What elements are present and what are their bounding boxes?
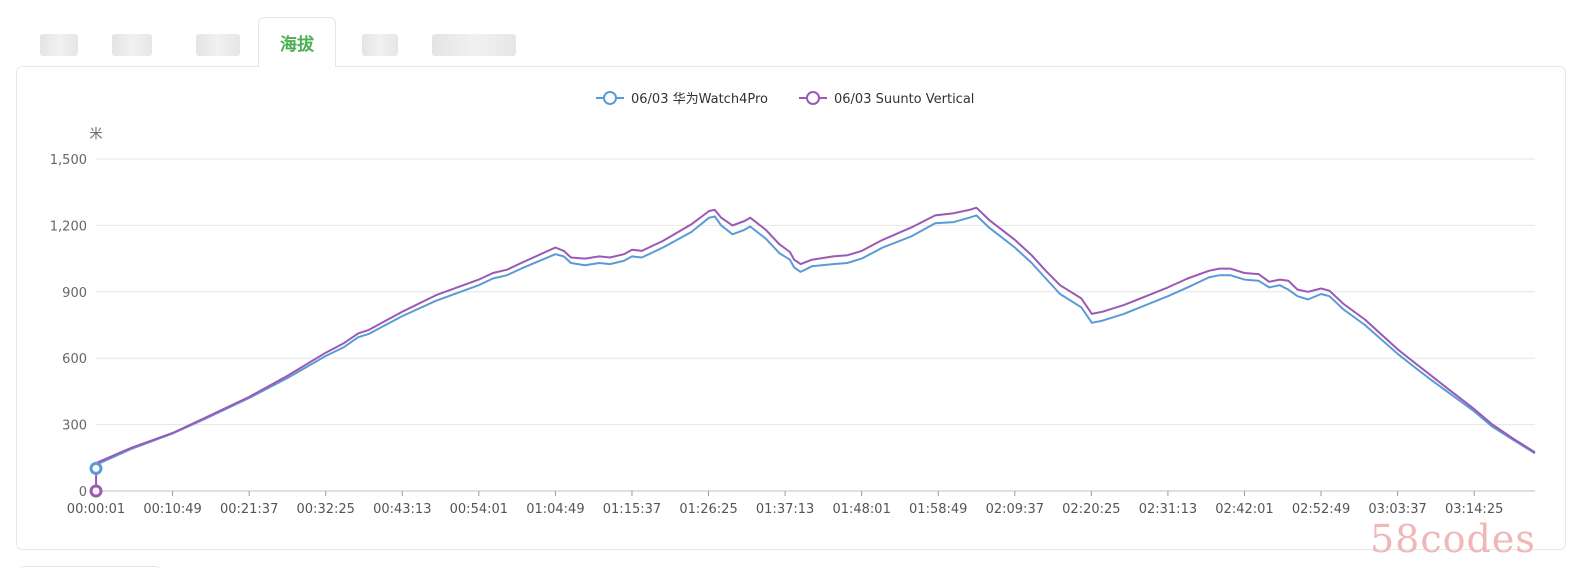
series-line-1[interactable]	[95, 214, 1536, 469]
tab-blurred-1[interactable]	[40, 34, 78, 56]
tab-blurred-3[interactable]	[196, 34, 240, 56]
legend-marker-icon	[603, 91, 617, 105]
series-line-2[interactable]	[95, 206, 1536, 492]
x-tick-label: 01:37:13	[756, 502, 814, 517]
tab-blurred-4[interactable]	[362, 34, 398, 56]
x-tick-label: 02:52:49	[1292, 502, 1350, 517]
x-tick-label: 01:04:49	[526, 502, 584, 517]
x-tick-label: 00:21:37	[220, 502, 278, 517]
series-start-marker-1[interactable]	[89, 461, 103, 475]
x-tick-label: 01:58:49	[909, 502, 967, 517]
y-tick-label: 300	[62, 419, 87, 434]
x-tick-label: 00:43:13	[373, 502, 431, 517]
x-tick-label: 02:42:01	[1215, 502, 1273, 517]
x-tick-label: 02:31:13	[1139, 502, 1197, 517]
tab-bar: 海拔	[0, 0, 1584, 67]
bottom-tab-stub	[20, 566, 160, 576]
x-tick-label: 01:26:25	[679, 502, 737, 517]
y-axis-unit-label: 米	[89, 127, 102, 142]
x-tick-label: 00:00:01	[67, 502, 125, 517]
tab-elevation[interactable]: 海拔	[258, 17, 336, 67]
x-tick-label: 01:48:01	[832, 502, 890, 517]
y-tick-label: 1,200	[50, 219, 87, 234]
x-tick-label: 02:20:25	[1062, 502, 1120, 517]
series-start-marker-2[interactable]	[89, 484, 103, 498]
x-tick-label: 03:14:25	[1445, 502, 1503, 517]
chart-panel	[16, 66, 1566, 550]
legend-marker-icon	[806, 91, 820, 105]
x-tick-label: 02:09:37	[986, 502, 1044, 517]
legend-item-label[interactable]: 06/03 Suunto Vertical	[834, 92, 974, 107]
watermark: 58codes	[1370, 517, 1536, 561]
tab-blurred-2[interactable]	[112, 34, 152, 56]
x-tick-label: 00:10:49	[143, 502, 201, 517]
x-tick-label: 03:03:37	[1368, 502, 1426, 517]
x-tick-label: 00:32:25	[297, 502, 355, 517]
y-tick-label: 600	[62, 352, 87, 367]
x-tick-label: 00:54:01	[450, 502, 508, 517]
x-tick-label: 01:15:37	[603, 502, 661, 517]
legend-item-label[interactable]: 06/03 华为Watch4Pro	[631, 92, 768, 107]
y-tick-label: 0	[79, 485, 87, 500]
tab-blurred-5[interactable]	[432, 34, 516, 56]
y-tick-label: 900	[62, 286, 87, 301]
y-tick-label: 1,500	[50, 153, 87, 168]
